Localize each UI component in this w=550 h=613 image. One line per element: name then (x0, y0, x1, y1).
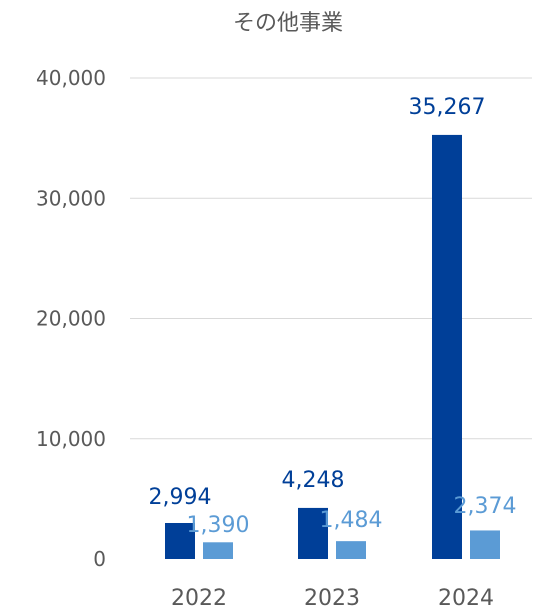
data-label-2022-series-1: 2,994 (149, 485, 212, 510)
bar-2023-series-1 (298, 507, 328, 559)
x-tick-label: 2023 (304, 586, 360, 611)
data-label-2023-series-1: 4,248 (282, 468, 345, 493)
bar-2022-series-2 (203, 542, 233, 559)
y-axis-ticks: 0 10,000 20,000 30,000 40,000 (36, 66, 106, 571)
chart-title: その他事業 (233, 11, 343, 36)
data-label-2023-series-2: 1,484 (320, 508, 383, 533)
y-tick-label: 10,000 (36, 427, 106, 451)
bar-2022-series-1 (165, 522, 195, 559)
data-label-2022-series-2: 1,390 (187, 513, 250, 538)
bar-2023-series-2 (336, 541, 366, 559)
data-label-2024-series-2: 2,374 (454, 494, 517, 519)
x-axis-ticks: 2022 2023 2024 (171, 586, 494, 611)
bars (165, 134, 500, 560)
y-tick-label: 0 (93, 547, 106, 571)
data-labels: 2,994 1,390 4,248 1,484 35,267 2,374 (149, 95, 517, 538)
gridlines (130, 77, 532, 440)
x-tick-label: 2024 (438, 586, 494, 611)
bar-2024-series-1 (432, 134, 462, 560)
data-label-2024-series-1: 35,267 (409, 95, 486, 120)
y-tick-label: 20,000 (36, 307, 106, 331)
y-tick-label: 40,000 (36, 66, 106, 90)
y-tick-label: 30,000 (36, 186, 106, 210)
bar-2024-series-2 (470, 530, 500, 559)
x-tick-label: 2022 (171, 586, 227, 611)
